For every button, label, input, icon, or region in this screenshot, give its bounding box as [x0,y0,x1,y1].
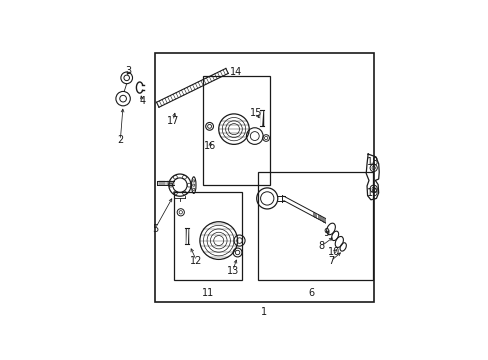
Text: 8: 8 [318,241,324,251]
Text: 15: 15 [249,108,262,118]
Text: 1: 1 [261,307,267,317]
Text: 9: 9 [323,228,329,238]
Text: 5: 5 [152,224,158,234]
Text: 6: 6 [308,288,314,298]
Text: 11: 11 [202,288,214,298]
Bar [174,192,242,280]
Text: 16: 16 [204,141,216,151]
Bar [155,53,373,302]
Text: 12: 12 [190,256,203,266]
Text: 19: 19 [366,188,379,198]
Text: 10: 10 [327,247,339,257]
Text: 14: 14 [229,67,242,77]
Text: 17: 17 [166,116,179,126]
Text: 7: 7 [327,256,333,266]
Bar [257,172,372,280]
Text: 2: 2 [117,135,123,145]
Text: 13: 13 [226,266,238,276]
Text: 4: 4 [139,96,145,107]
Text: 18: 18 [366,157,379,167]
Bar [203,76,269,185]
Text: 3: 3 [125,66,131,76]
